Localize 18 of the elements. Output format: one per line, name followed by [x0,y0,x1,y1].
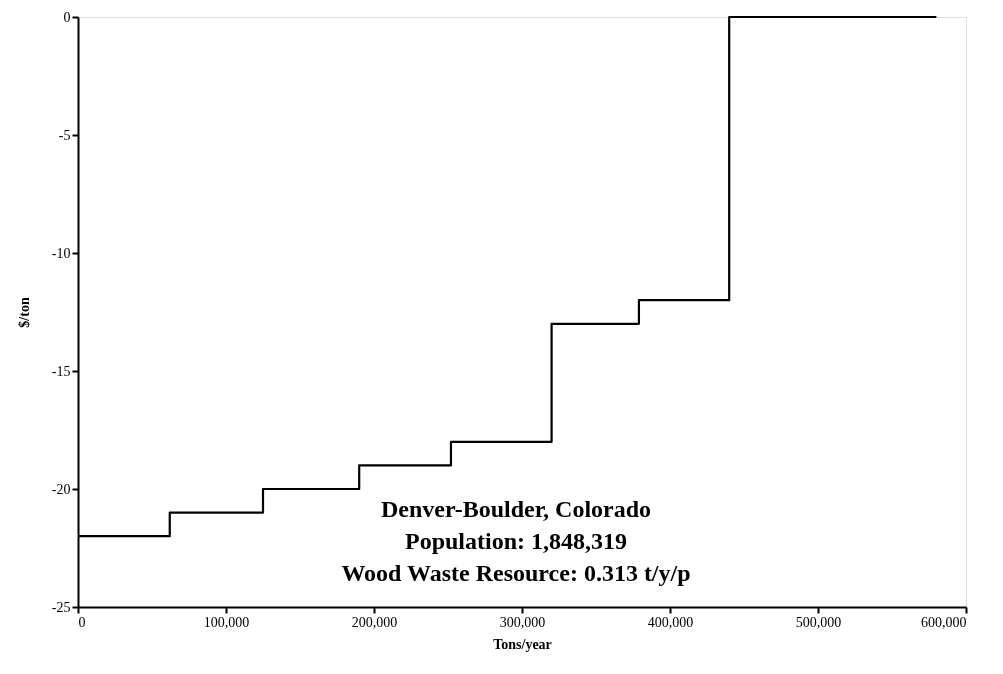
annotation: Population: 1,848,319 [404,528,628,554]
y-tick-label: -25 [51,599,71,615]
x-tick-label: 600,000 [921,614,967,630]
annotation: Denver-Boulder, Colorado [380,496,652,522]
y-tick-label: -10 [51,245,71,261]
x-axis-title: Tons/year [493,636,552,652]
x-tick-label: 100,000 [203,614,250,630]
x-tick-label: 0 [78,614,86,630]
y-axis-title: $/ton [16,297,32,328]
x-tick-label: 400,000 [647,614,694,630]
x-tick-label: 300,000 [499,614,546,630]
y-tick-label: 0 [63,9,71,25]
y-tick-label: -15 [51,363,71,379]
y-tick-label: -20 [51,481,71,497]
x-tick-label: 500,000 [795,614,842,630]
y-tick-label: -5 [58,127,71,143]
annotation: Wood Waste Resource: 0.313 t/y/p [341,560,691,586]
x-tick-label: 200,000 [351,614,398,630]
